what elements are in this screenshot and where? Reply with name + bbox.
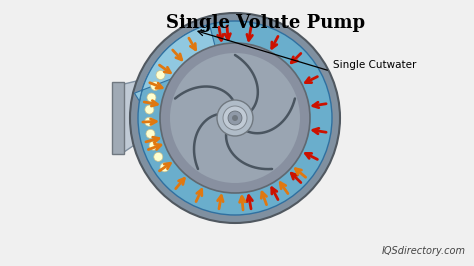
Circle shape	[154, 152, 163, 161]
Circle shape	[232, 115, 238, 121]
Text: Single Cutwater: Single Cutwater	[333, 60, 416, 70]
Text: IQSdirectory.com: IQSdirectory.com	[382, 246, 466, 256]
Circle shape	[160, 163, 169, 172]
Text: Single Volute Pump: Single Volute Pump	[166, 14, 365, 32]
Circle shape	[146, 129, 155, 138]
Circle shape	[217, 100, 253, 136]
Circle shape	[156, 70, 165, 80]
Circle shape	[149, 141, 158, 150]
Circle shape	[223, 106, 247, 130]
Polygon shape	[124, 60, 225, 152]
Circle shape	[228, 111, 242, 125]
Circle shape	[170, 53, 300, 183]
Circle shape	[145, 105, 154, 114]
Circle shape	[160, 43, 310, 193]
Circle shape	[151, 81, 160, 90]
Circle shape	[130, 13, 340, 223]
Circle shape	[145, 117, 154, 126]
Circle shape	[138, 21, 332, 215]
Polygon shape	[135, 24, 225, 101]
Polygon shape	[112, 82, 124, 154]
Circle shape	[147, 93, 156, 102]
